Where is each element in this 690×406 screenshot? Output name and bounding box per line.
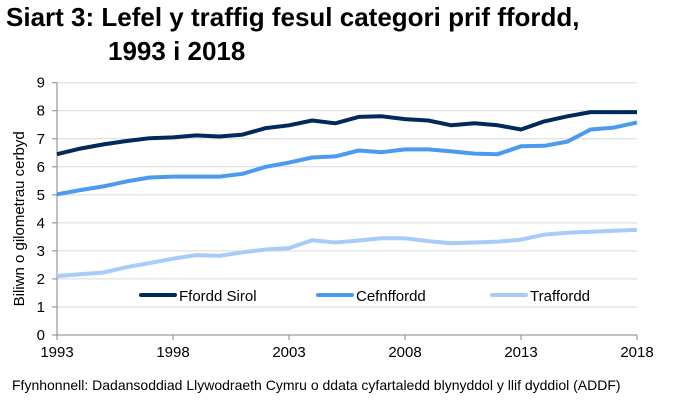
chart-title-line2: 1993 i 2018 (108, 36, 246, 66)
x-tick-label: 1998 (156, 344, 189, 361)
series-line-ffordd-sirol (56, 110, 637, 157)
legend-label: Cefnffordd (356, 288, 426, 305)
y-tick-label: 8 (37, 103, 45, 120)
y-tick-label: 6 (37, 159, 45, 176)
series-line-traffordd (56, 227, 638, 279)
y-tick-label: 3 (37, 243, 45, 260)
x-tick-label: 2008 (388, 344, 421, 361)
x-tick-label: 2013 (504, 344, 537, 361)
series-line-cefnffordd (56, 120, 638, 197)
source-note: Ffynhonnell: Dadansoddiad Llywodraeth Cy… (12, 377, 621, 393)
y-tick-label: 5 (37, 187, 45, 204)
y-tick-label: 0 (37, 327, 45, 344)
x-tick-label: 2018 (620, 344, 653, 361)
y-tick-label: 2 (37, 271, 45, 288)
x-tick-label: 2003 (272, 344, 305, 361)
y-tick-label: 7 (37, 131, 45, 148)
y-tick-label: 4 (37, 215, 45, 232)
y-tick-label: 9 (37, 75, 45, 92)
x-tick-label: 1993 (40, 344, 73, 361)
y-axis-label: Biliwn o gilometrau cerbyd (11, 131, 28, 306)
legend-label: Traffordd (530, 288, 590, 305)
chart-title: Siart 3: Lefel y traffig fesul categori … (6, 2, 580, 32)
legend-label: Ffordd Sirol (179, 288, 257, 305)
y-tick-label: 1 (37, 299, 45, 316)
